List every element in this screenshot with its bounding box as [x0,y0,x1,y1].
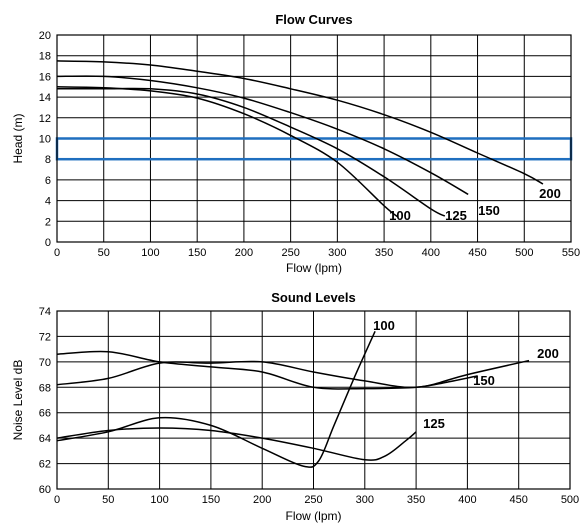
chart1-title: Flow Curves [275,12,352,27]
chart2-y-tick-label: 72 [39,331,51,343]
chart1-y-tick-label: 0 [45,237,51,249]
chart2-series-label-200: 200 [537,346,559,361]
chart2-y-tick-label: 66 [39,408,51,420]
chart2-y-tick-label: 62 [39,459,51,471]
chart2-x-tick-label: 400 [458,494,476,506]
chart1-operating-band [55,137,573,161]
chart2-y-tick-label: 64 [39,433,51,445]
chart1-y-tick-label: 18 [39,51,51,63]
chart1-series-line-200 [56,60,544,185]
chart1-x-tick-label: 350 [375,247,393,259]
chart1-y-tick-label: 4 [45,196,51,208]
chart1-x-tick-label: 550 [562,247,580,259]
chart1-y-tick-label: 10 [39,134,51,146]
chart2-series-line-100 [56,330,376,468]
chart1-x-tick-label: 450 [468,247,486,259]
chart2-x-tick-label: 50 [102,494,114,506]
chart2-series-line-125 [56,427,417,461]
chart2-x-tick-label: 500 [561,494,579,506]
chart2-x-tick-label: 0 [54,494,60,506]
chart1-x-tick-label: 0 [54,247,60,259]
chart1-x-tick-label: 200 [235,247,253,259]
chart2-x-tick-label: 100 [150,494,168,506]
chart1-series-line-150 [56,75,469,196]
chart2-y-tick-label: 60 [39,484,51,496]
chart1-y-tick-label: 2 [45,216,51,228]
chart2-series-label-150: 150 [473,373,495,388]
chart2-y-axis-label: Noise Level dB [11,360,25,441]
chart2-series-label-125: 125 [423,416,445,431]
chart1-x-axis-label: Flow (lpm) [286,261,342,275]
chart1-series-line-125 [56,87,446,217]
chart1-plot-frame [56,34,572,243]
chart2-title: Sound Levels [271,290,356,305]
chart2-series-label-100: 100 [373,318,395,333]
chart2-y-tick-label: 74 [39,306,51,318]
chart1-x-tick-label: 400 [422,247,440,259]
chart2-x-tick-label: 300 [356,494,374,506]
chart1-y-tick-label: 12 [39,113,51,125]
chart2-x-tick-label: 250 [304,494,322,506]
chart1-series-label-125: 125 [445,208,467,223]
chart1-x-tick-label: 500 [515,247,533,259]
chart2-y-tick-label: 70 [39,357,51,369]
chart1-x-tick-label: 100 [141,247,159,259]
chart2-series-line-150 [56,350,478,390]
chart1-y-tick-label: 20 [39,30,51,42]
chart2-x-tick-label: 350 [407,494,425,506]
chart1-y-tick-label: 6 [45,175,51,187]
chart1-series-label-150: 150 [478,203,500,218]
chart2-x-tick-label: 200 [253,494,271,506]
chart2-y-tick-label: 68 [39,382,51,394]
chart1-y-tick-label: 14 [39,92,51,104]
chart2-series-line-200 [56,359,530,389]
chart1-y-tick-label: 8 [45,154,51,166]
chart1-series-line-100 [56,86,399,218]
chart1-y-axis-label: Head (m) [11,113,25,163]
chart1-series-label-100: 100 [389,208,411,223]
chart1-x-tick-label: 150 [188,247,206,259]
chart1-series-label-200: 200 [539,186,561,201]
chart1-y-tick-label: 16 [39,71,51,83]
chart2-x-tick-label: 150 [202,494,220,506]
chart2-plot-frame [56,310,571,490]
chart1-x-tick-label: 250 [281,247,299,259]
chart1-x-tick-label: 300 [328,247,346,259]
chart2-x-tick-label: 450 [510,494,528,506]
chart2-x-axis-label: Flow (lpm) [286,509,342,523]
chart1-x-tick-label: 50 [98,247,110,259]
